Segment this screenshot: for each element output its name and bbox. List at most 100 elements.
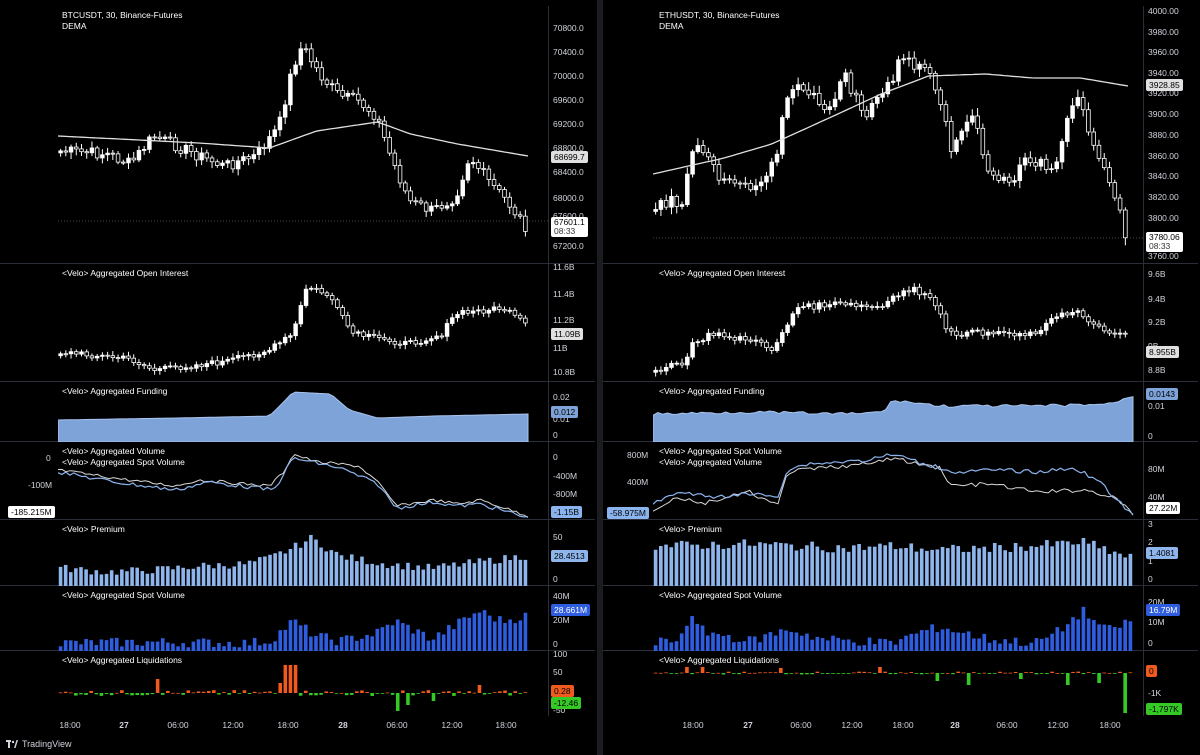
btc-premium-title[interactable]: <Velo> Premium (62, 524, 125, 534)
candle (700, 145, 706, 154)
candle (387, 137, 392, 154)
eth-oi-axis[interactable]: 9.6B 9.4B 9.2B 9B 8.8B 8.955B (1143, 264, 1199, 381)
eth-liq-title[interactable]: <Velo> Aggregated Liquidations (659, 655, 780, 665)
btc-volume-pane[interactable]: <Velo> Aggregated Volume <Velo> Aggregat… (0, 442, 595, 520)
btc-volume-axis[interactable]: 0 -400M -800M -1.15B (548, 442, 596, 519)
eth-funding-axis[interactable]: 0.01 0 0.0143 (1143, 382, 1199, 441)
eth-volume-lines[interactable] (653, 442, 1143, 520)
eth-chart[interactable]: ETHUSDT, 30, Binance-Futures DEMA 4000.0… (603, 6, 1198, 741)
btc-spot-volume-pane[interactable]: <Velo> Aggregated Spot Volume 40M 20M 0 … (0, 586, 595, 651)
time-tick: 06:00 (386, 720, 408, 730)
eth-spot-axis[interactable]: 20M 10M 0 16.79M (1143, 586, 1199, 650)
candle (722, 332, 727, 338)
btc-liquidations-pane[interactable]: <Velo> Aggregated Liquidations 100 50 -5… (0, 649, 596, 716)
spot-volume-bar (206, 639, 211, 651)
eth-oi-pane[interactable]: <Velo> Aggregated Open Interest 9.6B 9.4… (603, 264, 1198, 382)
spot-volume-bar (925, 630, 929, 651)
premium-bar (329, 550, 334, 586)
eth-time-axis[interactable]: 18:00 27 06:00 12:00 18:00 28 06:00 12:0… (603, 716, 1198, 741)
btc-oi-axis[interactable]: 11.6B 11.4B 11.2B 11B 10.8B 11.09B (548, 262, 596, 381)
premium-bar (690, 544, 694, 586)
eth-volume-axis[interactable]: 80M 40M 27.22M (1143, 442, 1199, 519)
liq-long-badge: 0.28 (551, 685, 574, 697)
btc-time-axis[interactable]: 18:00 27 06:00 12:00 18:00 28 06:00 12:0… (0, 716, 595, 741)
eth-candles[interactable] (653, 6, 1143, 264)
btc-premium-axis[interactable]: 50 25 0 28.4513 (548, 520, 596, 585)
spot-volume-bar (523, 612, 528, 651)
eth-spot-volume-title[interactable]: <Velo> Aggregated Spot Volume (659, 446, 782, 456)
btc-liq-axis[interactable]: 100 50 -50 0.28 -12.46 (548, 649, 596, 716)
btc-liquidation-bars[interactable] (58, 651, 548, 716)
eth-funding-pane[interactable]: <Velo> Aggregated Funding 0.01 0 0.0143 (603, 382, 1198, 442)
eth-price-axis[interactable]: 4000.00 3980.00 3960.00 3940.00 3920.00 … (1143, 6, 1199, 263)
eth-volume-pane[interactable]: <Velo> Aggregated Spot Volume <Velo> Agg… (603, 442, 1198, 520)
candle (335, 83, 340, 91)
eth-volume-left-axis[interactable]: 800M 400M -58.975M (603, 442, 653, 520)
spot-volume-bar (493, 621, 497, 651)
btc-funding-axis[interactable]: 0.02 0.01 0 0.012 (548, 382, 596, 441)
candle (251, 354, 257, 358)
btc-volume-lines[interactable] (58, 442, 548, 520)
btc-volume-left-axis[interactable]: 0 -100M -185.215M (0, 442, 58, 520)
btc-spot-axis[interactable]: 40M 20M 0 28.661M (548, 586, 596, 650)
liquidation-bar (135, 693, 139, 696)
premium-bar (252, 561, 257, 586)
premium-bar (401, 569, 405, 586)
chart-divider[interactable] (597, 0, 603, 755)
btc-oi-candles[interactable] (58, 264, 548, 382)
eth-premium-bars[interactable] (653, 520, 1143, 586)
btc-premium-pane[interactable]: <Velo> Premium 50 25 0 28.4513 (0, 520, 595, 586)
eth-price-pane[interactable]: ETHUSDT, 30, Binance-Futures DEMA 4000.0… (603, 6, 1198, 264)
btc-premium-bars[interactable] (58, 520, 548, 586)
liquidation-bar (721, 673, 726, 675)
eth-premium-axis[interactable]: 3 2 1 0 1.4081 (1143, 519, 1199, 585)
btc-funding-area[interactable] (58, 382, 548, 442)
liquidation-bar (669, 673, 674, 674)
btc-oi-pane[interactable]: <Velo> Aggregated Open Interest 11.6B 11… (0, 262, 596, 382)
btc-spot-volume-bars[interactable] (58, 586, 548, 651)
liquidation-bar (794, 672, 799, 674)
price-tick: 3820.00 (1148, 192, 1179, 202)
eth-spot-volume-pane[interactable]: <Velo> Aggregated Spot Volume 20M 10M 0 … (603, 586, 1198, 651)
btc-chart[interactable]: BTCUSDT, 30, Binance-Futures DEMA 70800.… (0, 6, 595, 741)
eth-liq-axis[interactable]: -1K 0 -1,797K (1143, 651, 1199, 716)
btc-price-pane[interactable]: BTCUSDT, 30, Binance-Futures DEMA 70800.… (0, 6, 595, 264)
btc-price-axis[interactable]: 70800.0 70400.0 70000.0 69600.0 69200.0 … (548, 6, 596, 263)
spot-volume-bar (992, 640, 997, 651)
btc-candles[interactable] (58, 6, 548, 264)
spot-volume-bar (191, 641, 196, 651)
candle (1049, 168, 1054, 171)
eth-oi-title[interactable]: <Velo> Aggregated Open Interest (659, 268, 786, 278)
btc-symbol-title[interactable]: BTCUSDT, 30, Binance-Futures (62, 10, 183, 20)
candle (1096, 323, 1102, 327)
liq-short-badge: -12.46 (551, 697, 582, 709)
btc-volume-title[interactable]: <Velo> Aggregated Volume (62, 446, 166, 456)
premium-bar (945, 548, 950, 586)
eth-symbol-title[interactable]: ETHUSDT, 30, Binance-Futures (659, 10, 780, 20)
btc-spot-title[interactable]: <Velo> Aggregated Spot Volume (62, 590, 185, 600)
btc-oi-title[interactable]: <Velo> Aggregated Open Interest (62, 268, 189, 278)
eth-spot-title[interactable]: <Velo> Aggregated Spot Volume (659, 590, 782, 600)
liquidation-bar (329, 692, 334, 693)
eth-liquidation-bars[interactable] (653, 651, 1143, 716)
spot-volume-bar (104, 640, 109, 651)
btc-funding-pane[interactable]: <Velo> Aggregated Funding 0.02 0.01 0 0.… (0, 382, 595, 442)
candle (194, 364, 199, 369)
eth-funding-title[interactable]: <Velo> Aggregated Funding (659, 386, 765, 396)
eth-funding-area[interactable] (653, 382, 1143, 442)
eth-premium-title[interactable]: <Velo> Premium (659, 524, 722, 534)
spot-volume-bar (700, 625, 705, 651)
eth-dema-label[interactable]: DEMA (659, 21, 684, 31)
btc-spot-volume-title[interactable]: <Velo> Aggregated Spot Volume (62, 457, 185, 467)
tradingview-footer[interactable]: TradingView (6, 739, 72, 749)
eth-volume-title[interactable]: <Velo> Aggregated Volume (659, 457, 763, 467)
btc-liq-title[interactable]: <Velo> Aggregated Liquidations (62, 655, 183, 665)
btc-funding-title[interactable]: <Velo> Aggregated Funding (62, 386, 168, 396)
eth-liquidations-pane[interactable]: <Velo> Aggregated Liquidations -1K 0 -1,… (603, 651, 1198, 716)
eth-oi-candles[interactable] (653, 264, 1143, 382)
premium-bar (349, 554, 354, 586)
btc-dema-label[interactable]: DEMA (62, 21, 87, 31)
eth-spot-volume-bars[interactable] (653, 586, 1143, 651)
eth-premium-pane[interactable]: <Velo> Premium 3 2 1 0 1.4081 (603, 519, 1199, 586)
spot-volume-bar (799, 635, 804, 651)
